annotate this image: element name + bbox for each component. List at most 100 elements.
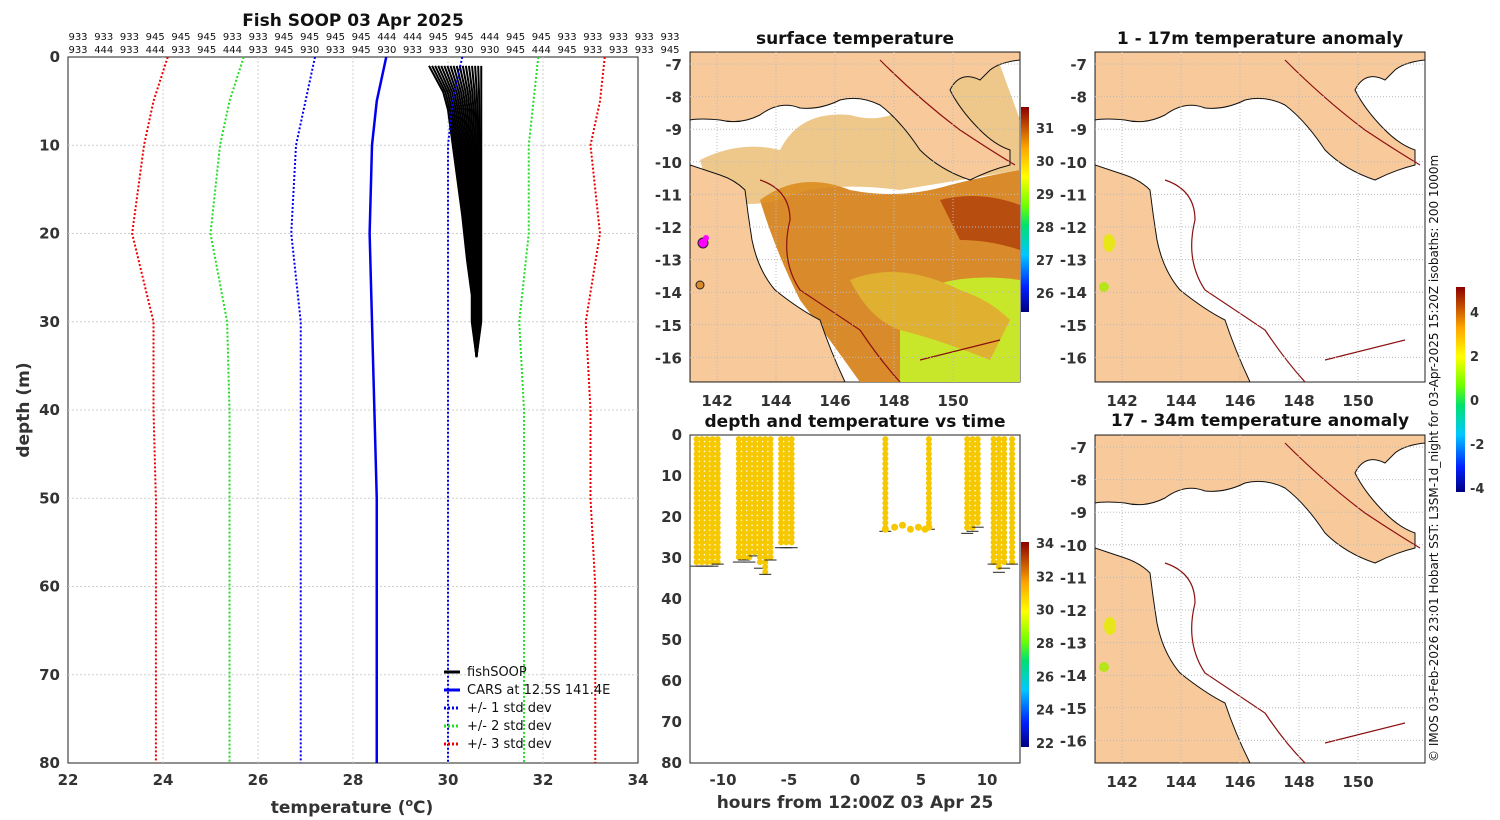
sample-point xyxy=(693,549,700,556)
x-tick-label: 148 xyxy=(1283,392,1314,410)
sample-point xyxy=(990,519,997,526)
y-tick-label: 0 xyxy=(50,48,60,66)
sample-point xyxy=(698,500,705,507)
sample-point xyxy=(882,436,889,443)
sample-point xyxy=(756,465,763,472)
sample-point xyxy=(762,450,769,457)
y-tick-label: -10 xyxy=(1060,154,1087,172)
sample-point xyxy=(1009,441,1016,448)
sample-point xyxy=(756,460,763,467)
sample-point xyxy=(969,450,976,457)
sample-point xyxy=(698,475,705,482)
y-tick-label: 60 xyxy=(661,672,682,690)
sample-point xyxy=(698,539,705,546)
sample-point xyxy=(778,519,785,526)
sample-point xyxy=(882,504,889,511)
y-tick-label: -9 xyxy=(1070,121,1087,139)
sample-point xyxy=(751,534,758,541)
colorbar-tick-label: -2 xyxy=(1470,438,1484,453)
std-dev-line xyxy=(290,56,316,763)
sample-point xyxy=(735,539,742,546)
y-tick-label: -9 xyxy=(1070,504,1087,522)
sample-point xyxy=(964,519,971,526)
sample-point xyxy=(788,529,795,536)
sample-point xyxy=(1001,549,1008,556)
sample-point xyxy=(906,525,914,533)
sample-point xyxy=(762,485,769,492)
sample-point xyxy=(704,539,711,546)
profile-y-ticks: 0 10 20 30 40 50 60 70 80 xyxy=(39,48,60,772)
sample-point xyxy=(995,445,1002,452)
sample-point xyxy=(882,465,889,472)
sample-point xyxy=(1001,534,1008,541)
sample-point xyxy=(709,554,716,561)
sample-point xyxy=(741,436,748,443)
sample-point xyxy=(995,475,1002,482)
sample-point xyxy=(964,485,971,492)
sample-point xyxy=(709,465,716,472)
sample-point xyxy=(969,504,976,511)
sample-point xyxy=(990,509,997,516)
y-tick-label: -7 xyxy=(1070,439,1087,457)
sample-point xyxy=(974,475,981,482)
sample-point xyxy=(1009,544,1016,551)
sample-point xyxy=(1009,470,1016,477)
sample-point xyxy=(1001,509,1008,516)
sample-point xyxy=(746,514,753,521)
y-tick-label: -8 xyxy=(1070,89,1087,107)
sample-point xyxy=(735,509,742,516)
sample-point xyxy=(969,445,976,452)
sample-point xyxy=(698,470,705,477)
sample-point xyxy=(693,544,700,551)
y-tick-label: -14 xyxy=(1060,284,1087,302)
y-tick-label: -8 xyxy=(1070,472,1087,490)
sample-point xyxy=(974,470,981,477)
sample-point xyxy=(925,460,932,467)
sample-point xyxy=(783,465,790,472)
station-id: 933 xyxy=(660,32,679,43)
sample-point xyxy=(756,445,763,452)
sample-point xyxy=(735,495,742,502)
sample-point xyxy=(741,539,748,546)
sample-point xyxy=(698,509,705,516)
legend-label: fishSOOP xyxy=(467,665,527,680)
sample-point xyxy=(735,475,742,482)
sample-point xyxy=(925,514,932,521)
sample-point xyxy=(714,554,721,561)
isobath-200m xyxy=(759,179,901,382)
sample-point xyxy=(704,500,711,507)
sample-point xyxy=(1001,470,1008,477)
sample-point xyxy=(751,509,758,516)
y-tick-label: -16 xyxy=(1060,349,1087,367)
station-id: 933 xyxy=(609,32,628,43)
profile-x-label: temperature (oC) xyxy=(271,796,434,818)
colorbar-tick-label: 30 xyxy=(1036,604,1054,619)
sample-point xyxy=(969,480,976,487)
y-tick-label: -13 xyxy=(655,252,682,270)
sample-point xyxy=(762,495,769,502)
sample-point xyxy=(964,514,971,521)
sample-point xyxy=(788,475,795,482)
sample-point xyxy=(778,504,785,511)
sample-point xyxy=(693,514,700,521)
sample-point xyxy=(788,455,795,462)
sample-point xyxy=(751,441,758,448)
sample-point xyxy=(788,436,795,443)
sample-point xyxy=(741,450,748,457)
sample-point xyxy=(778,455,785,462)
station-id: 933 xyxy=(68,45,87,56)
sample-point xyxy=(964,450,971,457)
sample-point xyxy=(964,495,971,502)
sample-point xyxy=(990,470,997,477)
sample-point xyxy=(990,504,997,511)
sample-point xyxy=(704,514,711,521)
sample-point xyxy=(735,524,742,531)
legend-label: +/- 3 std dev xyxy=(467,737,552,752)
surface-map-panel: surface temperature 142 144 146 148 150 -7 -8… xyxy=(655,29,1054,410)
sample-point xyxy=(756,509,763,516)
sample-point xyxy=(741,490,748,497)
sample-point xyxy=(751,544,758,551)
sample-point xyxy=(693,504,700,511)
colorbar-tick-label: 28 xyxy=(1036,221,1054,236)
station-ids-row2: 933 444 933 444 933 945 444 933 945 930 933 945 930 9… xyxy=(68,45,679,56)
